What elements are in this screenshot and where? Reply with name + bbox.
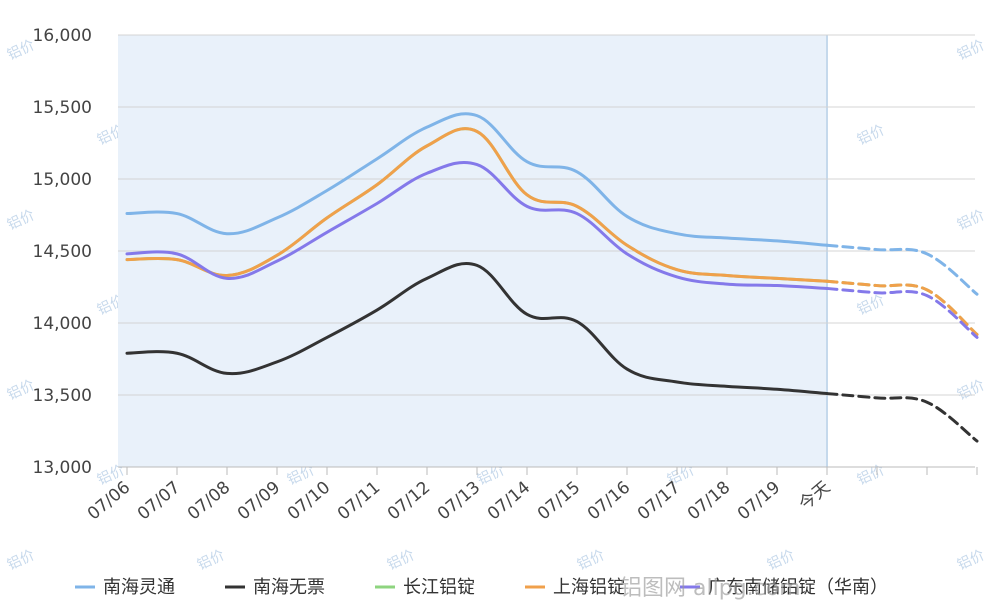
x-tick-label: 07/18 bbox=[684, 478, 734, 525]
legend: 南海灵通 南海无票 长江铝锭 上海铝锭 广东南储铝锭（华南） bbox=[75, 577, 888, 598]
x-tick-label: 07/13 bbox=[434, 478, 484, 525]
series-forecast-line-1 bbox=[825, 392, 979, 443]
watermark-tile: 铝价 bbox=[955, 37, 987, 63]
x-tick-label: 07/16 bbox=[584, 478, 634, 525]
legend-label: 南海无票 bbox=[253, 577, 325, 598]
x-tick-label: 07/07 bbox=[134, 478, 184, 525]
watermark-tile: 铝价 bbox=[5, 547, 37, 573]
y-tick-label: 14,000 bbox=[33, 314, 92, 334]
gridlines bbox=[118, 34, 975, 468]
x-tick-label: 07/15 bbox=[534, 478, 584, 525]
watermark-tile: 铝价 bbox=[955, 377, 987, 403]
watermark-tile: 铝价 bbox=[955, 207, 987, 233]
watermark-tile: 铝价 bbox=[385, 547, 417, 573]
watermark-tile: 铝价 bbox=[855, 122, 887, 148]
y-tick-label: 13,000 bbox=[33, 458, 92, 478]
watermark-tile: 铝价 bbox=[855, 462, 887, 488]
series-line-4 bbox=[125, 160, 829, 290]
x-tick-label: 07/19 bbox=[734, 478, 784, 525]
x-axis: 07/06 07/07 07/08 07/09 07/10 07/11 07/12 07/13… bbox=[84, 467, 978, 525]
watermark-tile: 铝价 bbox=[5, 207, 37, 233]
series-forecast-line-0 bbox=[825, 243, 979, 296]
x-tick-label: 07/14 bbox=[484, 478, 534, 525]
series-forecast-line-4 bbox=[825, 286, 979, 339]
y-axis: 13,000 13,500 14,000 14,500 15,000 15,500 16,0… bbox=[33, 26, 92, 478]
x-tick-label: 今天 bbox=[795, 478, 834, 515]
legend-label: 南海灵通 bbox=[103, 577, 175, 598]
series-lines bbox=[125, 112, 979, 443]
x-tick-label: 07/08 bbox=[184, 478, 234, 525]
y-tick-label: 13,500 bbox=[33, 386, 92, 406]
legend-label: 长江铝锭 bbox=[403, 577, 475, 598]
x-tick-label: 07/17 bbox=[634, 478, 684, 525]
x-tick-label: 07/11 bbox=[334, 478, 384, 525]
series-line-3 bbox=[125, 127, 829, 283]
watermark-tile: 铝价 bbox=[855, 292, 887, 318]
y-tick-label: 15,500 bbox=[33, 98, 92, 118]
legend-label: 广东南储铝锭（华南） bbox=[708, 577, 888, 598]
footer-watermark: 铝图网 allpg.com bbox=[620, 576, 801, 601]
watermark-tile: 铝价 bbox=[195, 547, 227, 573]
y-tick-label: 15,000 bbox=[33, 170, 92, 190]
x-tick-label: 07/09 bbox=[234, 478, 284, 525]
watermark-tile: 铝价 bbox=[575, 547, 607, 573]
series-forecast-line-3 bbox=[825, 279, 979, 337]
watermark-tile: 铝价 bbox=[955, 547, 987, 573]
x-tick-label: 07/12 bbox=[384, 478, 434, 525]
y-tick-label: 16,000 bbox=[33, 26, 92, 46]
legend-label: 上海铝锭 bbox=[553, 577, 625, 598]
series-line-1 bbox=[125, 262, 829, 396]
series-line-0 bbox=[125, 112, 829, 247]
y-tick-label: 14,500 bbox=[33, 242, 92, 262]
